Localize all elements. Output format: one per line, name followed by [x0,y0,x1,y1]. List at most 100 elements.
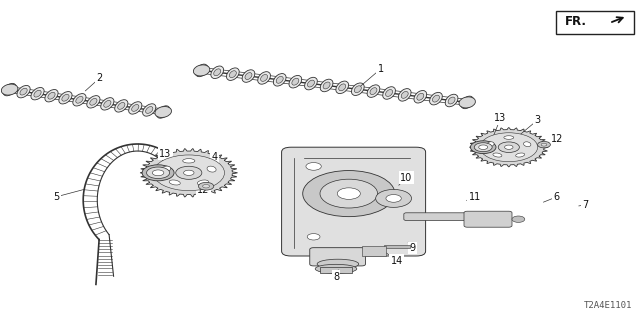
Ellipse shape [87,96,100,108]
Ellipse shape [62,94,69,101]
Circle shape [306,163,321,170]
Ellipse shape [292,78,299,85]
Ellipse shape [59,92,72,104]
Ellipse shape [398,89,411,101]
Ellipse shape [305,77,317,90]
Ellipse shape [193,65,210,76]
Ellipse shape [323,82,330,89]
Circle shape [320,179,378,208]
Circle shape [479,145,488,149]
Ellipse shape [90,99,97,105]
Ellipse shape [104,100,111,107]
Ellipse shape [31,87,44,100]
Text: 8: 8 [333,272,339,282]
Ellipse shape [370,88,377,94]
Ellipse shape [245,73,252,79]
Text: 9: 9 [410,243,416,253]
Ellipse shape [6,86,13,93]
Ellipse shape [214,69,221,76]
Text: 7: 7 [582,200,589,210]
Polygon shape [140,148,237,197]
Ellipse shape [73,93,86,106]
Ellipse shape [129,102,142,114]
Ellipse shape [198,67,205,74]
FancyBboxPatch shape [556,11,634,34]
Text: 13: 13 [494,113,507,124]
Text: FR.: FR. [564,15,586,28]
Ellipse shape [161,166,171,172]
Ellipse shape [383,87,396,99]
Circle shape [541,143,547,146]
Text: 12: 12 [550,134,563,144]
Ellipse shape [211,66,223,78]
Circle shape [386,195,401,202]
Circle shape [474,143,492,152]
Ellipse shape [242,70,255,82]
Ellipse shape [448,97,455,104]
Text: 14: 14 [390,256,403,266]
FancyBboxPatch shape [404,213,476,220]
Circle shape [538,141,550,148]
Ellipse shape [524,142,531,147]
Circle shape [176,166,202,179]
Circle shape [504,145,513,149]
Ellipse shape [504,136,514,139]
Ellipse shape [401,92,408,98]
Ellipse shape [317,259,359,269]
Ellipse shape [169,180,180,185]
Ellipse shape [260,75,268,81]
FancyBboxPatch shape [282,147,426,256]
Ellipse shape [143,104,156,116]
Bar [362,246,386,256]
Ellipse shape [355,86,362,93]
Circle shape [147,167,170,179]
Ellipse shape [493,153,502,157]
Text: 12: 12 [197,185,210,196]
Ellipse shape [385,90,392,96]
Ellipse shape [48,92,55,99]
Ellipse shape [417,93,424,100]
Ellipse shape [429,92,442,105]
Circle shape [337,188,360,199]
Ellipse shape [195,64,208,77]
Circle shape [203,185,209,188]
Text: 2: 2 [96,73,102,84]
Ellipse shape [289,76,301,88]
Ellipse shape [516,153,525,157]
Circle shape [376,189,412,207]
Ellipse shape [1,84,18,95]
Ellipse shape [433,95,440,102]
Circle shape [198,182,214,190]
Ellipse shape [486,142,494,147]
Ellipse shape [276,76,284,83]
Text: 5: 5 [53,192,60,202]
Ellipse shape [307,80,314,87]
Circle shape [184,170,194,175]
FancyBboxPatch shape [310,248,365,266]
Ellipse shape [459,97,476,108]
Ellipse shape [34,90,41,97]
Ellipse shape [273,74,286,86]
Ellipse shape [100,98,114,110]
Ellipse shape [45,90,58,102]
FancyBboxPatch shape [464,211,512,227]
Ellipse shape [76,96,83,103]
Text: 11: 11 [468,192,481,202]
Ellipse shape [227,68,239,80]
Ellipse shape [320,79,333,92]
Text: 3: 3 [534,115,541,125]
Ellipse shape [207,166,216,172]
Circle shape [142,165,174,181]
Ellipse shape [197,180,209,185]
Circle shape [499,142,520,153]
Ellipse shape [445,94,458,107]
Ellipse shape [367,85,380,97]
Ellipse shape [351,83,364,95]
Circle shape [153,155,225,191]
Ellipse shape [17,85,30,98]
Ellipse shape [339,84,346,91]
Ellipse shape [132,105,139,111]
Circle shape [307,234,320,240]
Ellipse shape [159,108,167,116]
Circle shape [152,170,164,176]
